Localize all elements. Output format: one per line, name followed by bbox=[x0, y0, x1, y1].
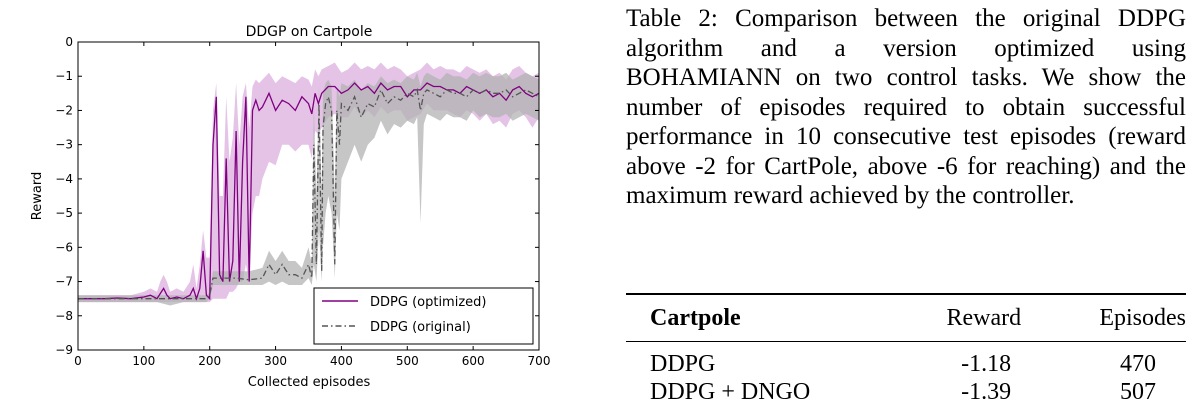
table-row: DDPG -1.18 470 bbox=[626, 342, 1186, 379]
plot-frame bbox=[77, 41, 540, 351]
cell-method: DDPG + DNGO bbox=[650, 379, 811, 405]
x-tick-label: 0 bbox=[74, 354, 82, 368]
legend-label-optimized: DDPG (optimized) bbox=[370, 295, 486, 310]
y-tick-label: −9 bbox=[55, 343, 73, 357]
y-tick-label: −4 bbox=[55, 172, 73, 186]
x-tick-label: 500 bbox=[396, 354, 419, 368]
x-tick-label: 600 bbox=[462, 354, 485, 368]
header-task: Cartpole bbox=[650, 305, 741, 331]
x-axis-ticks: 0 100 200 300 400 500 600 700 bbox=[74, 42, 550, 368]
legend: DDPG (optimized) DDPG (original) bbox=[313, 287, 534, 345]
x-axis-label: Collected episodes bbox=[248, 375, 371, 390]
cell-method: DDPG bbox=[650, 351, 716, 377]
table-header-row: Cartpole Reward Episodes bbox=[626, 294, 1186, 342]
cell-episodes: 470 bbox=[1120, 351, 1156, 377]
y-tick-label: −2 bbox=[55, 103, 73, 117]
x-tick-label: 100 bbox=[132, 354, 155, 368]
legend-label-original: DDPG (original) bbox=[370, 320, 471, 335]
header-reward: Reward bbox=[946, 305, 1022, 331]
table-row: DDPG + DNGO -1.39 507 bbox=[626, 378, 1186, 406]
line-original bbox=[78, 87, 540, 300]
y-tick-label: −8 bbox=[55, 309, 73, 323]
y-axis-label: Reward bbox=[30, 172, 45, 220]
x-tick-label: 700 bbox=[528, 354, 551, 368]
reward-chart: DDGP on Cartpole 0 100 200 300 400 500 600 700 … bbox=[30, 24, 550, 390]
confidence-bands bbox=[78, 62, 539, 306]
line-optimized bbox=[78, 82, 540, 301]
y-tick-label: −1 bbox=[55, 69, 73, 83]
table-caption: Table 2: Comparison between the original… bbox=[626, 5, 1186, 209]
y-tick-label: 0 bbox=[65, 35, 73, 49]
y-tick-label: −3 bbox=[55, 138, 73, 152]
x-tick-label: 300 bbox=[264, 354, 287, 368]
chart-title: DDGP on Cartpole bbox=[246, 24, 373, 40]
y-tick-label: −7 bbox=[55, 275, 73, 289]
y-axis-ticks: 0 −1 −2 −3 −4 −5 −6 −7 −8 −9 bbox=[55, 35, 539, 357]
cell-episodes: 507 bbox=[1120, 379, 1156, 405]
legend-box bbox=[313, 287, 534, 345]
results-table: Cartpole Reward Episodes DDPG -1.18 470 … bbox=[626, 293, 1186, 406]
y-tick-label: −5 bbox=[55, 206, 73, 220]
x-tick-label: 400 bbox=[330, 354, 353, 368]
cell-reward: -1.18 bbox=[961, 351, 1012, 377]
header-episodes: Episodes bbox=[1099, 305, 1186, 331]
x-tick-label: 200 bbox=[198, 354, 221, 368]
cell-reward: -1.39 bbox=[961, 379, 1012, 405]
series-lines bbox=[78, 82, 540, 301]
y-tick-label: −6 bbox=[55, 240, 73, 254]
